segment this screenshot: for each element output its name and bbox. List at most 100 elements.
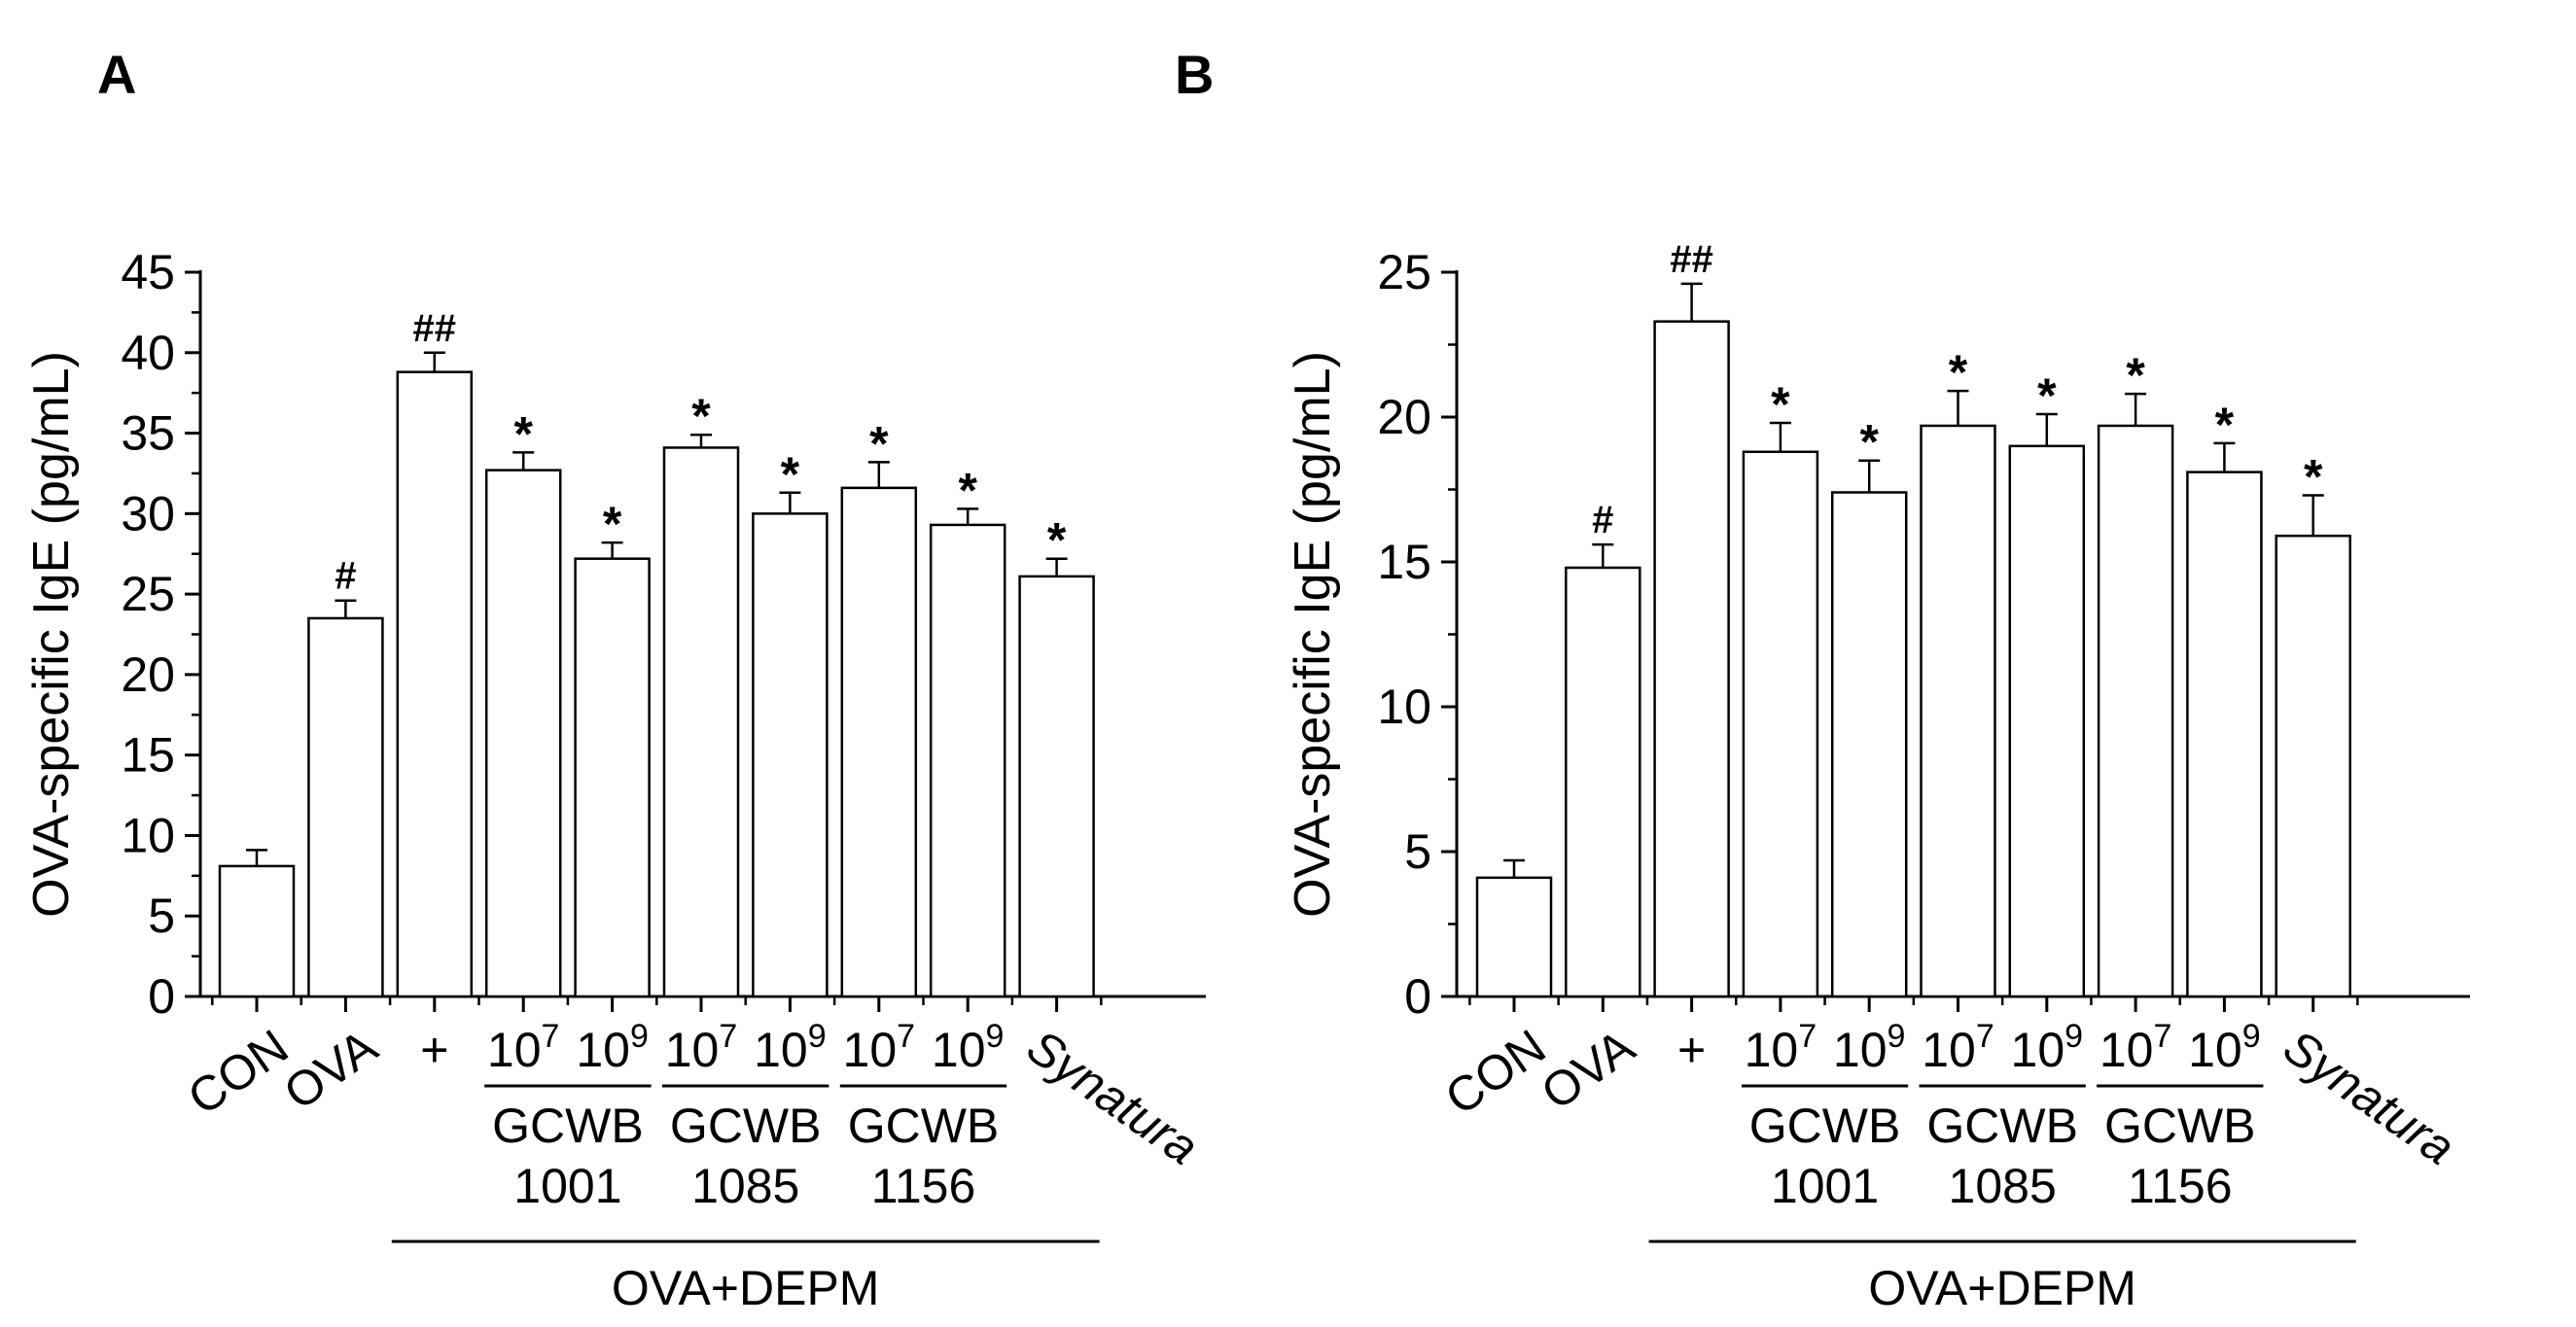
x-label-dose-high-1-exponent: 9	[2064, 1018, 2083, 1055]
strain-number-1: 1085	[1949, 1159, 2057, 1213]
bar-1	[1565, 566, 1641, 998]
x-label-dose-high-1-exponent: 9	[808, 1018, 827, 1055]
y-axis-title: OVA-specific IgE (pg/mL)	[23, 351, 80, 918]
bar-8	[929, 523, 1006, 998]
significance-mark-9: *	[1047, 513, 1067, 568]
significance-mark-5: *	[691, 389, 711, 443]
x-label-plus: +	[420, 1023, 448, 1077]
x-label-dose-high-1-base: 10	[754, 1023, 808, 1077]
bar-4	[574, 557, 651, 998]
significance-mark-8: *	[2215, 398, 2235, 452]
x-label-dose-low-2-base: 10	[2100, 1023, 2154, 1077]
x-label-dose-high-0-exponent: 9	[1888, 1018, 1906, 1055]
bar-8	[2186, 471, 2263, 998]
x-label-dose-high-2-base: 10	[2188, 1023, 2242, 1077]
group-label: OVA+DEPM	[1868, 1261, 2136, 1315]
x-label-dose-high-0-exponent: 9	[630, 1018, 649, 1055]
significance-mark-5: *	[1949, 345, 1968, 400]
y-tick-label: 0	[148, 969, 175, 1024]
significance-mark-3: *	[513, 406, 533, 461]
significance-mark-7: *	[2126, 348, 2145, 402]
panel-letter: B	[1175, 44, 1214, 105]
x-label-dose-high-2: 109	[2188, 1018, 2261, 1077]
bar-2	[1653, 320, 1730, 998]
x-label-dose-high-2: 109	[932, 1018, 1005, 1077]
bar-3	[484, 469, 562, 998]
x-label-dose-low-0-base: 10	[487, 1023, 542, 1077]
x-label-dose-low-2: 107	[843, 1018, 916, 1077]
x-label-dose-high-2-exponent: 9	[986, 1018, 1005, 1055]
bar-3	[1742, 450, 1819, 998]
x-label-dose-high-0: 109	[1833, 1018, 1906, 1077]
significance-mark-1: #	[1592, 499, 1613, 541]
y-tick-label: 20	[121, 647, 175, 702]
x-label-dose-low-2-exponent: 7	[2153, 1018, 2171, 1055]
x-label-dose-high-0-base: 10	[1833, 1023, 1888, 1077]
x-label-dose-high-1: 109	[754, 1018, 827, 1077]
x-label-dose-low-0-base: 10	[1745, 1023, 1799, 1077]
x-label-dose-low-1: 107	[1922, 1018, 1994, 1077]
x-label-dose-low-0-exponent: 7	[1798, 1018, 1817, 1055]
bar-1	[307, 616, 384, 998]
x-label-dose-low-2: 107	[2100, 1018, 2172, 1077]
significance-mark-4: *	[603, 497, 622, 551]
bar-6	[752, 512, 829, 998]
significance-mark-6: *	[781, 447, 800, 502]
strain-prefix-0: GCWB	[1749, 1099, 1901, 1153]
x-label-dose-high-0: 109	[576, 1018, 649, 1077]
significance-mark-2: ##	[1670, 238, 1713, 281]
strain-prefix-0: GCWB	[492, 1099, 644, 1153]
strain-number-0: 1001	[513, 1159, 621, 1213]
bar-6	[2008, 444, 2086, 998]
x-label-dose-low-2-base: 10	[843, 1023, 898, 1077]
significance-mark-6: *	[2037, 368, 2057, 423]
x-label-dose-low-1-exponent: 7	[719, 1018, 737, 1055]
strain-prefix-2: GCWB	[2104, 1099, 2256, 1153]
strain-number-2: 1156	[2128, 1159, 2233, 1213]
y-tick-label: 15	[121, 728, 175, 783]
bar-4	[1830, 491, 1908, 998]
y-tick-label: 10	[1377, 680, 1431, 734]
significance-mark-9: *	[2304, 449, 2323, 504]
x-label-dose-high-2-exponent: 9	[2242, 1018, 2261, 1055]
significance-mark-1: #	[335, 555, 356, 598]
significance-mark-3: *	[1771, 377, 1790, 432]
x-label-synatura: Synatura	[1017, 1019, 1208, 1175]
x-label-dose-high-0-base: 10	[576, 1023, 630, 1077]
bar-7	[2097, 424, 2174, 998]
bar-5	[662, 446, 740, 998]
bar-2	[396, 370, 474, 998]
panel-a: A 0 5 10 15 20 25 30 35 40 45 OVA-specific IgE (pg/…	[23, 44, 1208, 1315]
y-tick-label: 5	[1404, 824, 1431, 879]
x-label-ova: OVA	[274, 1019, 387, 1121]
x-label-dose-low-1-base: 10	[665, 1023, 720, 1077]
bar-5	[1920, 424, 1996, 998]
x-label-ova: OVA	[1532, 1019, 1644, 1121]
strain-prefix-1: GCWB	[670, 1099, 822, 1153]
y-tick-label: 45	[121, 245, 175, 299]
x-label-dose-low-0: 107	[1745, 1018, 1817, 1077]
strain-prefix-1: GCWB	[1926, 1099, 2078, 1153]
x-label-dose-low-1: 107	[665, 1018, 738, 1077]
y-tick-label: 15	[1377, 535, 1431, 589]
panel-letter: A	[97, 44, 136, 105]
bar-9	[2275, 534, 2351, 998]
y-tick-label: 30	[121, 486, 175, 541]
bar-0	[1475, 876, 1553, 998]
y-tick-label: 25	[121, 567, 175, 621]
bar-0	[218, 864, 296, 998]
y-tick-label: 10	[121, 808, 175, 862]
x-label-dose-low-0: 107	[487, 1018, 560, 1077]
y-tick-label: 0	[1404, 969, 1431, 1024]
bar-9	[1018, 575, 1095, 998]
y-axis-title: OVA-specific IgE (pg/mL)	[1285, 351, 1341, 918]
group-label: OVA+DEPM	[612, 1261, 880, 1315]
x-label-dose-high-1-base: 10	[2011, 1023, 2065, 1077]
strain-number-2: 1156	[871, 1159, 976, 1213]
x-label-dose-low-1-exponent: 7	[1976, 1018, 1994, 1055]
x-label-plus: +	[1677, 1023, 1706, 1077]
x-label-dose-low-0-exponent: 7	[542, 1018, 560, 1055]
